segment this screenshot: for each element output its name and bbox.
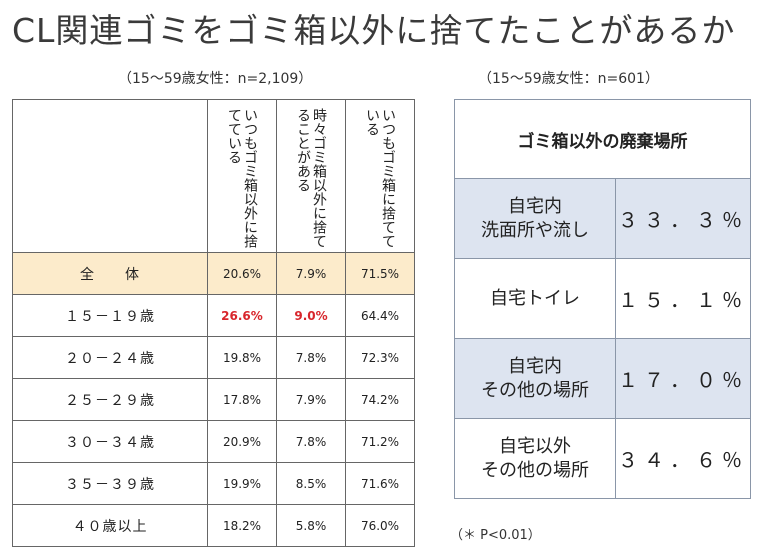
row-label: ２０－２４歳 — [12, 336, 208, 379]
cell-value: 5.8% — [276, 504, 346, 547]
place-value: ３３．３％ — [615, 178, 751, 259]
column-header: いつもゴミ箱以外に捨てている — [207, 99, 277, 253]
cell-value: 19.8% — [207, 336, 277, 379]
row-label: 全 体 — [12, 252, 208, 295]
table-header-row: いつもゴミ箱以外に捨てている 時々ゴミ箱以外に捨てることがある いつもゴミ箱に捨… — [12, 99, 415, 253]
row-label: ３５－３９歳 — [12, 462, 208, 505]
cell-value: 7.9% — [276, 252, 346, 295]
cell-value: 20.9% — [207, 420, 277, 463]
row-label: ３０－３４歳 — [12, 420, 208, 463]
table-row: ２０－２４歳 19.8% 7.8% 72.3% — [12, 336, 415, 379]
cell-value: 17.8% — [207, 378, 277, 421]
cell-value: 71.6% — [345, 462, 415, 505]
cell-value: 19.9% — [207, 462, 277, 505]
cell-value: 74.2% — [345, 378, 415, 421]
place-value: ３４．６％ — [615, 418, 751, 499]
side-row: 自宅以外 その他の場所 ３４．６％ — [454, 418, 751, 499]
disposal-location-table: ゴミ箱以外の廃棄場所 自宅内 洗面所や流し ３３．３％ 自宅トイレ １５．１％ 自… — [454, 99, 751, 499]
left-table-subtitle: （15～59歳女性：n=2,109） — [118, 71, 313, 87]
row-label: ２５－２９歳 — [12, 378, 208, 421]
cell-value: 8.5% — [276, 462, 346, 505]
significance-note: （＊ P<0.01） — [450, 528, 541, 543]
cell-value: 76.0% — [345, 504, 415, 547]
table-row-total: 全 体 20.6% 7.9% 71.5% — [12, 252, 415, 295]
cell-value: 20.6% — [207, 252, 277, 295]
age-disposal-table: いつもゴミ箱以外に捨てている 時々ゴミ箱以外に捨てることがある いつもゴミ箱に捨… — [12, 99, 415, 547]
table-row: ３５－３９歳 19.9% 8.5% 71.6% — [12, 462, 415, 505]
place-label: 自宅内 洗面所や流し — [454, 178, 616, 259]
place-label: 自宅トイレ — [454, 258, 616, 339]
cell-value: 64.4% — [345, 294, 415, 337]
place-label: 自宅内 その他の場所 — [454, 338, 616, 419]
cell-value: 72.3% — [345, 336, 415, 379]
corner-cell — [12, 99, 208, 253]
place-label: 自宅以外 その他の場所 — [454, 418, 616, 499]
row-label: １５－１９歳 — [12, 294, 208, 337]
cell-value-significant: 9.0% — [276, 294, 346, 337]
table-row: ２５－２９歳 17.8% 7.9% 74.2% — [12, 378, 415, 421]
side-row: 自宅内 洗面所や流し ３３．３％ — [454, 178, 751, 259]
table-row: ４０歳以上 18.2% 5.8% 76.0% — [12, 504, 415, 547]
cell-value-significant: 26.6% — [207, 294, 277, 337]
row-label: ４０歳以上 — [12, 504, 208, 547]
cell-value: 7.8% — [276, 420, 346, 463]
cell-value: 71.5% — [345, 252, 415, 295]
table-row: １５－１９歳 26.6% 9.0% 64.4% — [12, 294, 415, 337]
cell-value: 7.9% — [276, 378, 346, 421]
place-value: １５．１％ — [615, 258, 751, 339]
place-value: １７．０％ — [615, 338, 751, 419]
table-row: ３０－３４歳 20.9% 7.8% 71.2% — [12, 420, 415, 463]
right-table-subtitle: （15～59歳女性：n=601） — [478, 71, 659, 87]
side-table-header: ゴミ箱以外の廃棄場所 — [454, 99, 751, 179]
side-row: 自宅内 その他の場所 １７．０％ — [454, 338, 751, 419]
column-header: いつもゴミ箱に捨てている — [345, 99, 415, 253]
page-title: CL関連ゴミをゴミ箱以外に捨てたことがあるか — [12, 11, 736, 50]
cell-value: 7.8% — [276, 336, 346, 379]
side-header-row: ゴミ箱以外の廃棄場所 — [454, 99, 751, 179]
cell-value: 71.2% — [345, 420, 415, 463]
side-row: 自宅トイレ １５．１％ — [454, 258, 751, 339]
cell-value: 18.2% — [207, 504, 277, 547]
column-header: 時々ゴミ箱以外に捨てることがある — [276, 99, 346, 253]
